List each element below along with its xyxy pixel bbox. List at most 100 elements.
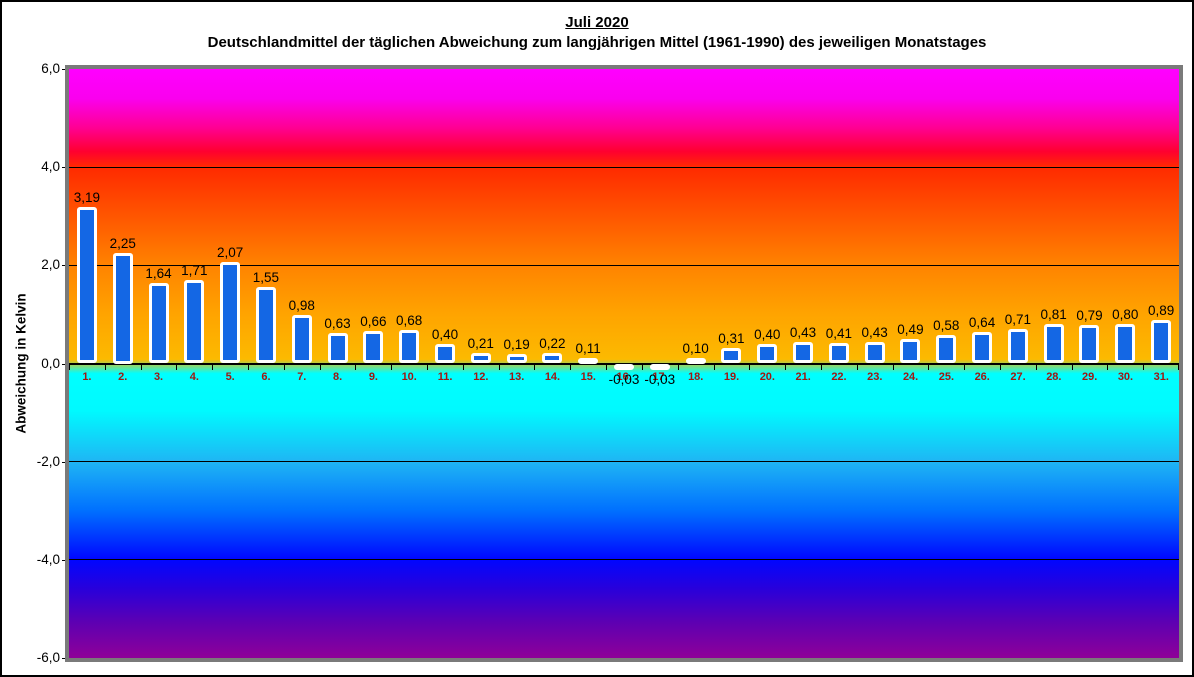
y-tick-label: 4,0 (41, 159, 60, 175)
x-tick-label: 21. (795, 370, 811, 383)
bar (614, 363, 634, 370)
x-tick-label: 26. (974, 370, 990, 383)
x-tick-label: 17. (652, 370, 668, 383)
x-tick-label: 2. (118, 370, 128, 383)
x-tick-mark (1072, 364, 1073, 370)
x-tick-mark (606, 364, 607, 370)
bar-value-label: -0,03 (608, 371, 640, 387)
plot-area: 3,19 2,25 1,64 1,71 2,07 1,55 0,98 0,63 0,66 0,68… (69, 69, 1179, 658)
bar-value-label: 0,79 (1076, 307, 1103, 323)
x-axis-labels: 1. 2. 3. 4. 5. 6. 7. 8. 9. 10. 11. 12. 13. 14. 15. 16. 1… (69, 371, 1179, 383)
bar-value-label: 0,19 (503, 337, 530, 353)
y-tick-label: -4,0 (36, 551, 60, 567)
bar-value-label: 0,40 (431, 326, 459, 342)
bar (184, 279, 205, 364)
bar (434, 343, 455, 364)
x-tick-label: 6. (261, 370, 271, 383)
plot-frame: 3,19 2,25 1,64 1,71 2,07 1,55 0,98 0,63 0,66 0,68… (65, 65, 1183, 662)
x-tick-mark (749, 364, 750, 370)
x-tick-label: 29. (1082, 370, 1098, 383)
x-tick-mark (499, 364, 500, 370)
x-tick-label: 15. (580, 370, 596, 383)
bar-value-label: 0,58 (933, 318, 960, 334)
bar-value-label: 0,40 (754, 326, 781, 342)
bar (972, 332, 993, 364)
bar-value-label: 0,98 (288, 298, 315, 314)
bar-value-label: 1,55 (252, 270, 280, 286)
bar-value-label: 0,66 (360, 314, 387, 330)
x-tick-mark (1036, 364, 1037, 370)
x-tick-label: 3. (153, 370, 164, 383)
bar (793, 342, 814, 364)
x-tick-mark (427, 364, 428, 370)
bar-value-label: 0,31 (718, 331, 745, 347)
bar (828, 343, 849, 364)
x-tick-label: 10. (401, 370, 417, 383)
bar-value-label: 1,64 (145, 266, 172, 281)
x-tick-mark (893, 364, 894, 370)
x-tick-mark (1178, 364, 1179, 370)
bar (542, 352, 563, 364)
x-tick-mark (857, 364, 858, 370)
bar (721, 348, 742, 364)
x-tick-label: 27. (1010, 370, 1026, 383)
x-tick-mark (534, 364, 535, 370)
bar-value-label: 0,80 (1112, 307, 1139, 323)
x-tick-mark (391, 364, 392, 370)
bar (900, 339, 921, 364)
bar-value-label: 0,21 (467, 336, 494, 352)
x-tick-label: 1. (82, 370, 92, 383)
gridline (69, 461, 1179, 463)
bar-value-label: 0,11 (575, 340, 601, 356)
bar (76, 206, 97, 364)
bar (685, 357, 706, 364)
x-tick-label: 12. (473, 370, 489, 383)
x-tick-label: 19. (723, 370, 740, 383)
x-tick-mark (642, 364, 643, 370)
x-tick-label: 28. (1046, 370, 1062, 383)
x-tick-mark (355, 364, 356, 370)
bar-value-label: 3,19 (73, 189, 101, 205)
x-tick-label: 7. (297, 370, 307, 383)
x-tick-label: 8. (333, 370, 343, 383)
x-tick-mark (1143, 364, 1144, 370)
x-tick-mark (463, 364, 464, 370)
bar-value-label: 0,68 (396, 313, 423, 329)
chart-title: Juli 2020 (565, 14, 629, 31)
x-tick-label: 24. (902, 370, 919, 383)
x-tick-mark (284, 364, 285, 370)
bar-value-label: 0,89 (1147, 302, 1175, 318)
bar (1151, 319, 1172, 364)
x-tick-mark (1107, 364, 1108, 370)
x-tick-mark (785, 364, 786, 370)
x-tick-label: 25. (938, 370, 955, 383)
bar-value-label: 2,07 (216, 244, 244, 260)
x-tick-label: 14. (544, 370, 561, 383)
bar (1007, 328, 1028, 364)
bar (291, 315, 312, 364)
bar (578, 357, 599, 364)
x-tick-label: 4. (189, 370, 199, 383)
x-tick-mark (176, 364, 177, 370)
y-tick-label: 6,0 (41, 61, 60, 76)
x-tick-mark (141, 364, 142, 370)
x-tick-label: 11. (437, 370, 453, 383)
bar (399, 330, 420, 364)
bar (864, 342, 885, 364)
bar (506, 354, 527, 364)
y-tick-label: 2,0 (41, 257, 60, 273)
x-tick-mark (964, 364, 965, 370)
x-tick-label: 23. (867, 370, 883, 383)
y-tick-label: -6,0 (36, 650, 60, 665)
x-tick-mark (714, 364, 715, 370)
bar (112, 253, 133, 364)
x-tick-mark (928, 364, 929, 370)
bar (148, 283, 169, 364)
bar (1115, 324, 1136, 364)
bar (649, 363, 670, 370)
x-tick-label: 16. (616, 370, 632, 383)
bar-value-label: 0,43 (861, 325, 888, 341)
x-tick-label: 20. (759, 370, 775, 383)
x-tick-mark (821, 364, 822, 370)
